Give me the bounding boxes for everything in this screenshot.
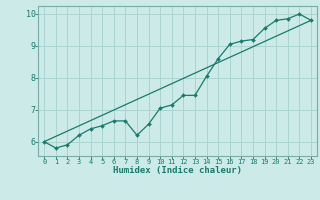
X-axis label: Humidex (Indice chaleur): Humidex (Indice chaleur) bbox=[113, 166, 242, 175]
